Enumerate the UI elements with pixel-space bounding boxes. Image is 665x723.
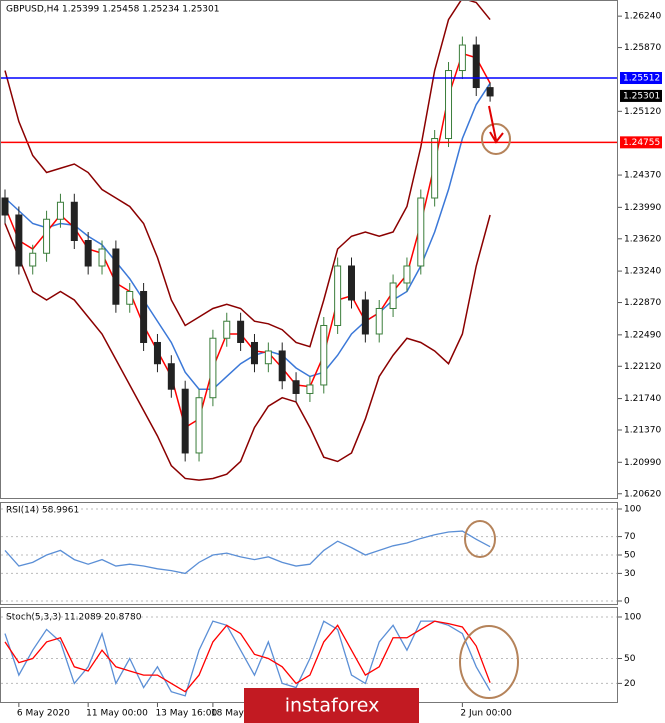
candle-body <box>472 44 480 89</box>
candle-body <box>278 350 286 382</box>
candle-body <box>375 307 383 335</box>
candle-body <box>209 337 217 399</box>
candle-body <box>84 240 92 267</box>
candle-body <box>320 324 328 386</box>
x-tick-label: 18 May 08:00 <box>211 709 273 719</box>
candle-body <box>237 320 245 343</box>
x-tick-label: 13 May 16:00 <box>155 709 217 719</box>
y-tick-label: 1.20990 <box>624 458 661 468</box>
y-tick-label: 0 <box>624 597 630 607</box>
level-label: 1.25512 <box>623 74 660 84</box>
indicator-line <box>4 1 491 348</box>
y-tick-label: 100 <box>624 613 641 623</box>
indicator-line <box>4 620 491 697</box>
candle-body <box>112 248 120 305</box>
candle-body <box>264 350 272 365</box>
y-tick-label: 1.20620 <box>624 489 661 499</box>
y-tick-label: 1.25870 <box>624 43 661 53</box>
y-tick-label: 1.22490 <box>624 330 661 340</box>
candle-body <box>29 252 37 267</box>
x-tick-label: 6 May 2020 <box>17 709 70 719</box>
y-tick-label: 50 <box>624 654 636 664</box>
annotation-circle <box>459 625 519 699</box>
candle-body <box>140 290 148 343</box>
x-tick-label: 2 Jun 00:00 <box>460 709 512 719</box>
level-tag <box>620 72 662 85</box>
y-tick-label: 20 <box>624 679 636 689</box>
indicator-line <box>4 530 491 575</box>
chart-title: GBPUSD,H4 1.25399 1.25458 1.25234 1.2530… <box>6 5 219 15</box>
y-tick-label: 1.25120 <box>624 107 661 117</box>
y-tick-label: 70 <box>624 532 636 542</box>
y-tick-label: 1.22120 <box>624 362 661 372</box>
indicator-line <box>4 214 491 481</box>
y-tick-label: 30 <box>624 569 636 579</box>
candle-body <box>250 341 258 365</box>
indicator-line <box>4 620 491 693</box>
watermark: instaforex <box>285 695 380 717</box>
level-label: 1.24755 <box>623 138 660 148</box>
annotation-circle <box>481 123 511 155</box>
main-panel <box>0 0 618 499</box>
rsi-panel <box>0 502 618 605</box>
stoch-title: Stoch(5,3,3) 11.2089 20.8780 <box>6 613 142 623</box>
y-tick-label: 1.23240 <box>624 267 661 277</box>
candle-body <box>195 397 203 454</box>
candle-body <box>334 265 342 326</box>
y-tick-label: 1.23990 <box>624 203 661 213</box>
candle-body <box>126 290 134 305</box>
candle-body <box>292 380 300 394</box>
candle-body <box>361 299 369 335</box>
candle-body <box>1 197 9 216</box>
y-tick-label: 1.21370 <box>624 426 661 436</box>
candle-body <box>486 87 494 97</box>
candle-body <box>389 282 397 309</box>
y-tick-label: 1.26240 <box>624 12 661 22</box>
annotation-arrow <box>488 105 504 144</box>
y-tick-label: 1.21740 <box>624 394 661 404</box>
price-tag <box>620 89 662 102</box>
candle-body <box>56 201 64 220</box>
candle-body <box>15 214 23 267</box>
y-tick-label: 1.23620 <box>624 234 661 244</box>
candle-body <box>458 44 466 72</box>
candle-body <box>445 70 453 140</box>
watermark-box <box>244 688 419 723</box>
candle-body <box>431 138 439 199</box>
y-tick-label: 1.24370 <box>624 171 661 181</box>
candle-body <box>181 388 189 454</box>
price-label: 1.25301 <box>623 91 660 101</box>
level-tag <box>620 136 662 149</box>
y-tick-label: 100 <box>624 505 641 515</box>
y-tick-label: 50 <box>624 551 636 561</box>
rsi-title: RSI(14) 58.9961 <box>6 506 79 516</box>
candle-body <box>348 265 355 301</box>
candle-body <box>403 265 411 284</box>
candle-body <box>43 218 51 254</box>
candle-body <box>306 384 314 394</box>
candle-body <box>98 248 106 267</box>
candle-body <box>223 320 231 339</box>
annotation-circle <box>464 520 496 558</box>
candle-body <box>417 197 425 267</box>
x-tick-label: 11 May 00:00 <box>86 709 148 719</box>
candle-body <box>153 341 161 365</box>
candle-body <box>167 363 175 390</box>
candle-body <box>70 201 78 242</box>
y-tick-label: 1.22870 <box>624 298 661 308</box>
indicator-line <box>4 82 491 390</box>
